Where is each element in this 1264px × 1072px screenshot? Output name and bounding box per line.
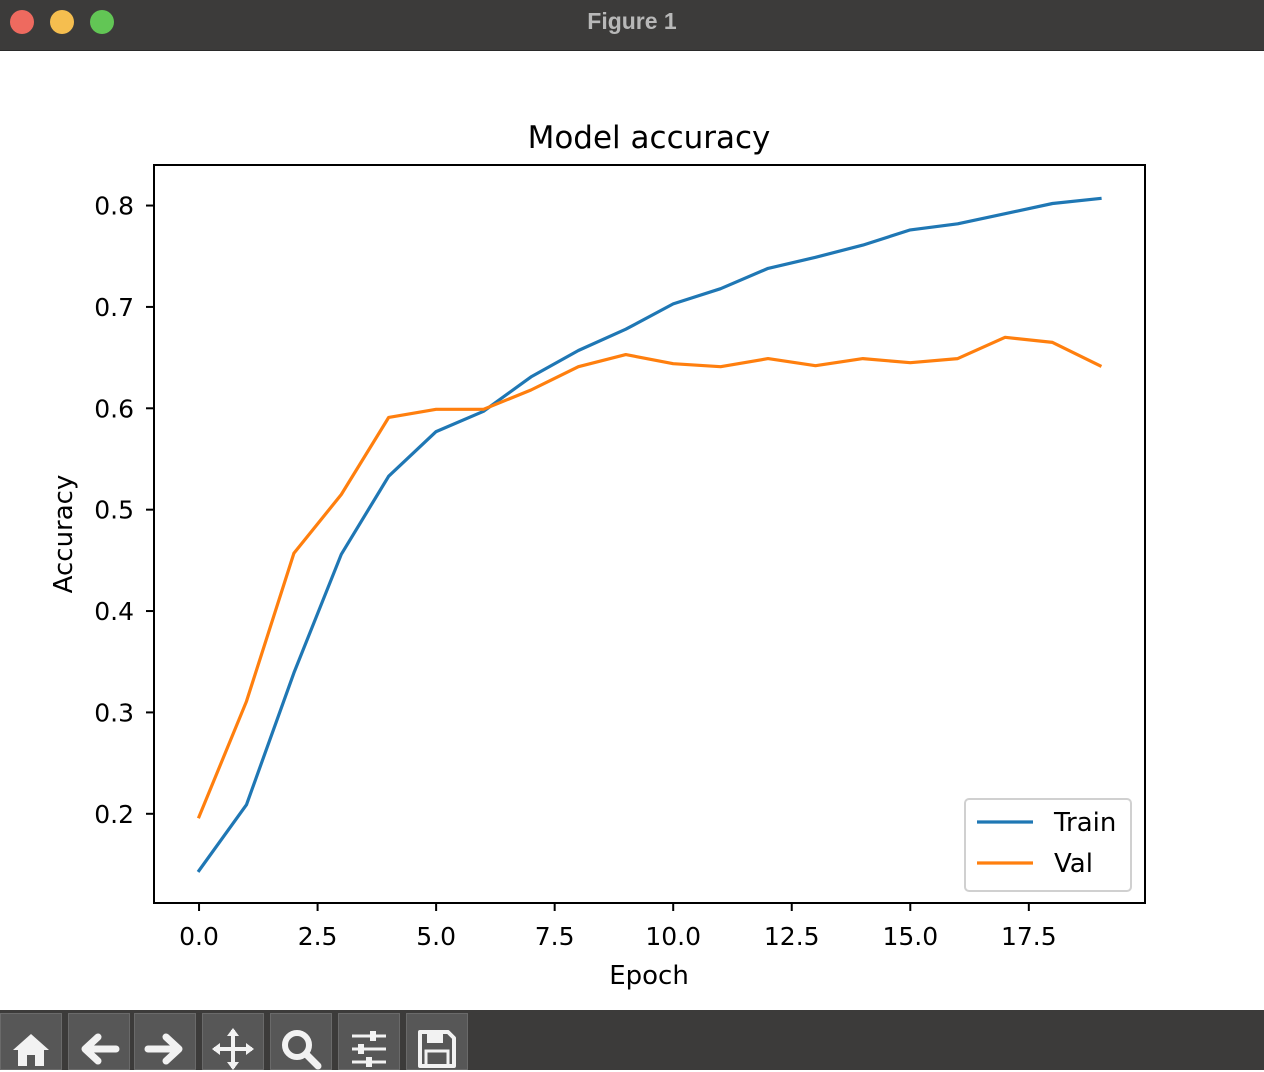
window-title: Figure 1	[587, 8, 677, 34]
y-tick-label: 0.4	[94, 597, 134, 626]
home-button[interactable]	[0, 1013, 62, 1070]
save-icon	[418, 1029, 456, 1068]
y-tick-label: 0.5	[94, 496, 134, 525]
configure-subplots-button[interactable]	[338, 1013, 400, 1070]
pan-button[interactable]	[202, 1013, 264, 1070]
save-button[interactable]	[406, 1013, 468, 1070]
y-tick-label: 0.2	[94, 800, 134, 829]
forward-button[interactable]	[134, 1013, 196, 1070]
series-line-train	[196, 196, 1102, 873]
figure-canvas: Model accuracy 0.0 2.5 5.0 7.5 10.0 12.5 15.0 1…	[0, 51, 1264, 1009]
minimize-window-button[interactable]	[50, 10, 74, 34]
window-titlebar: Figure 1	[0, 0, 1264, 51]
back-button[interactable]	[68, 1013, 130, 1070]
y-axis-label: Accuracy	[49, 475, 79, 594]
zoom-button[interactable]	[270, 1013, 332, 1070]
pan-icon	[212, 1027, 254, 1070]
chart-title: Model accuracy	[528, 120, 771, 156]
x-tick-label: 7.5	[535, 922, 575, 951]
chart-legend: Train Val	[964, 798, 1132, 892]
x-axis-label: Epoch	[609, 961, 689, 991]
y-tick-label: 0.3	[94, 698, 134, 727]
home-icon	[13, 1033, 49, 1066]
configure-subplots-icon	[352, 1030, 386, 1067]
plot-area-frame	[153, 164, 1146, 904]
x-tick-label: 12.5	[764, 922, 820, 951]
back-arrow-icon	[81, 1033, 120, 1064]
legend-label-val: Val	[1054, 849, 1093, 879]
x-tick-label: 10.0	[645, 922, 701, 951]
x-tick-label: 0.0	[179, 922, 219, 951]
x-tick-label: 2.5	[298, 922, 338, 951]
y-tick-label: 0.8	[94, 192, 134, 221]
zoom-icon	[282, 1029, 322, 1069]
x-tick-label: 15.0	[882, 922, 938, 951]
close-window-button[interactable]	[10, 10, 34, 34]
series-line-val	[196, 335, 1103, 819]
accuracy-chart: Model accuracy 0.0 2.5 5.0 7.5 10.0 12.5 15.0 1…	[0, 51, 1264, 1009]
y-tick-label: 0.7	[94, 293, 134, 322]
legend-label-train: Train	[1053, 808, 1116, 838]
navigation-toolbar	[0, 1010, 1264, 1070]
x-tick-label: 5.0	[416, 922, 456, 951]
y-tick-label: 0.6	[94, 394, 134, 423]
maximize-window-button[interactable]	[90, 10, 114, 34]
x-tick-label: 17.5	[1001, 922, 1057, 951]
forward-arrow-icon	[144, 1033, 183, 1064]
